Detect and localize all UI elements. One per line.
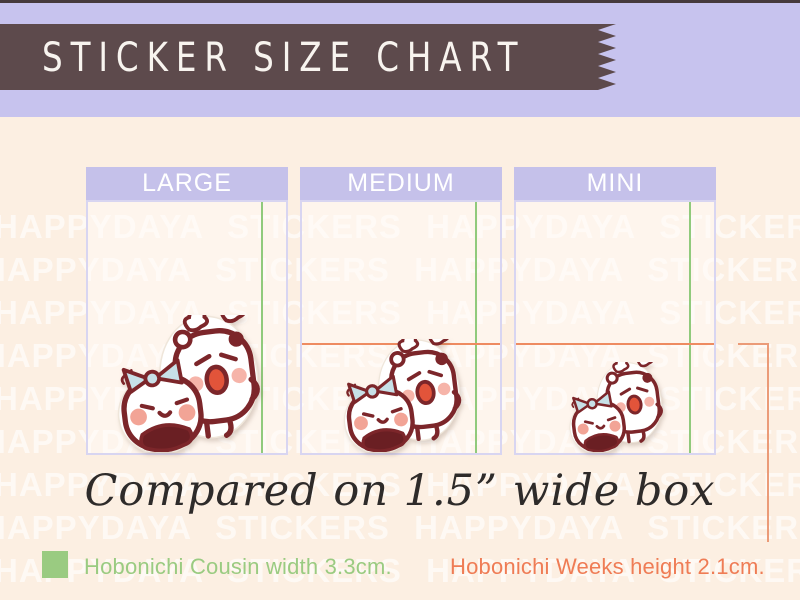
size-panel-mini: MINI (514, 167, 716, 455)
watermark-row: HAPPYDAYA STICKERS HAPPYDAYA STICKERS HA… (0, 466, 800, 503)
comparison-caption: Compared on 1.5” wide box (84, 466, 716, 516)
watermark-row: HAPPYDAYA STICKERS HAPPYDAYA STICKERS HA… (0, 595, 800, 600)
page-title: STICKER SIZE CHART (42, 33, 526, 81)
size-box-large (86, 200, 288, 455)
weeks-measure-bracket-vertical (767, 343, 769, 542)
panel-label-large: LARGE (142, 169, 232, 197)
watermark-row: HAPPYDAYA STICKERS HAPPYDAYA STICKERS HA… (0, 509, 800, 546)
title-ribbon: STICKER SIZE CHART (0, 24, 616, 90)
legend-cousin-label: Hobonichi Cousin width 3.3cm. (84, 554, 392, 579)
panel-label-medium: MEDIUM (347, 169, 455, 197)
panel-label-mini: MINI (586, 169, 644, 197)
top-border-line (0, 0, 800, 3)
size-box-medium (300, 200, 502, 455)
size-panel-large: LARGE (86, 167, 288, 455)
weeks-measure-bracket-horizontal (738, 343, 769, 345)
panel-header-medium: MEDIUM (300, 167, 502, 200)
weeks-height-line (516, 343, 714, 345)
size-box-mini (514, 200, 716, 455)
cousin-width-line (689, 202, 691, 453)
cousin-width-line (261, 202, 263, 453)
watermark-row: HAPPYDAYA STICKERS HAPPYDAYA STICKERS HA… (0, 552, 800, 589)
cousin-width-line (475, 202, 477, 453)
legend-weeks-label: Hobonichi Weeks height 2.1cm. (450, 554, 765, 579)
panda-sticker-image-mini (565, 362, 665, 452)
panel-header-mini: MINI (514, 167, 716, 200)
panel-header-large: LARGE (86, 167, 288, 200)
size-panel-medium: MEDIUM (300, 167, 502, 455)
panda-sticker-image-medium (338, 339, 464, 452)
panda-sticker-image-large (111, 315, 263, 452)
cousin-color-swatch (42, 551, 68, 578)
